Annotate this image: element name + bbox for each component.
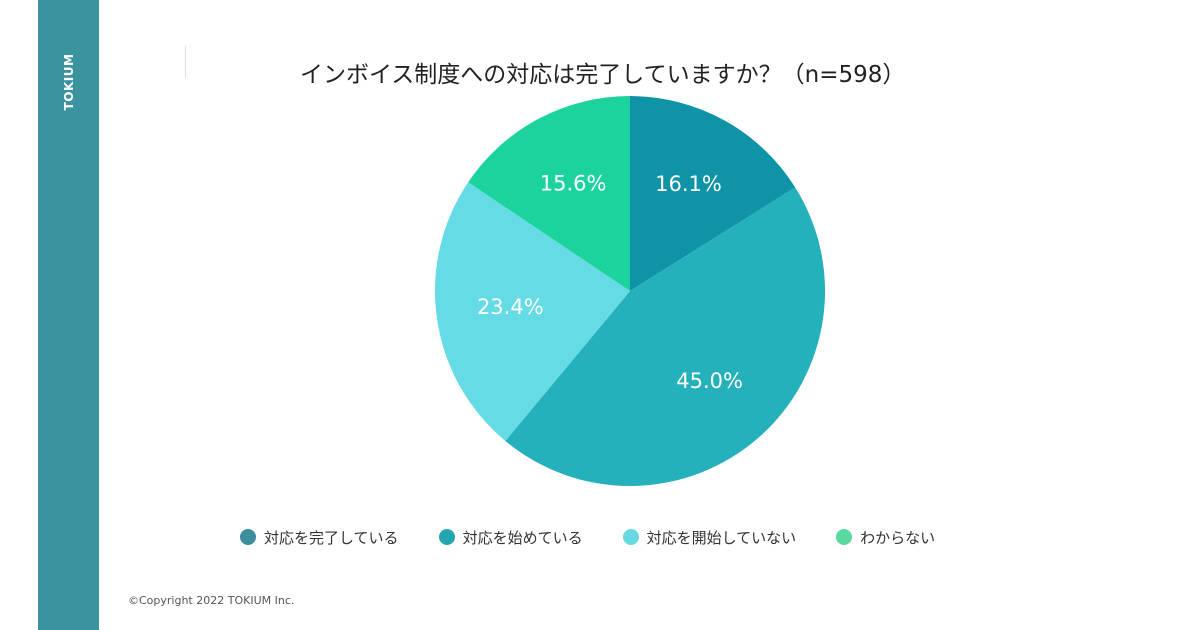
legend-label: 対応を完了している xyxy=(264,528,399,547)
copyright-text: ©Copyright 2022 TOKIUM Inc. xyxy=(128,594,295,607)
slice-value-label: 45.0% xyxy=(676,369,743,393)
legend-item: 対応を始めている xyxy=(438,527,583,548)
pie-slice xyxy=(468,95,630,291)
legend-item: 対応を開始していない xyxy=(622,527,797,548)
slice-value-label: 16.1% xyxy=(655,172,722,196)
chart-title: インボイス制度への対応は完了していますか？（n=598） xyxy=(300,62,906,88)
pie-slice xyxy=(630,96,796,291)
slice-value-label: 23.4% xyxy=(477,295,544,319)
legend-item: わからない xyxy=(836,527,935,548)
legend-dot-icon xyxy=(438,529,455,545)
pie-slice xyxy=(505,187,826,487)
legend: 対応を完了している 対応を始めている 対応を開始していない わからない xyxy=(240,524,935,550)
legend-item: 対応を完了している xyxy=(240,527,399,548)
legend-dot-icon xyxy=(836,529,853,545)
legend-label: 対応を始めている xyxy=(462,528,583,547)
legend-dot-icon xyxy=(240,529,256,545)
slice-value-label: 15.6% xyxy=(540,171,607,195)
title-divider xyxy=(185,46,186,78)
pie-slice xyxy=(434,182,630,441)
legend-dot-icon xyxy=(622,529,639,545)
sidebar-band xyxy=(38,0,99,630)
legend-label: わからない xyxy=(860,528,936,547)
legend-label: 対応を開始していない xyxy=(646,528,797,547)
